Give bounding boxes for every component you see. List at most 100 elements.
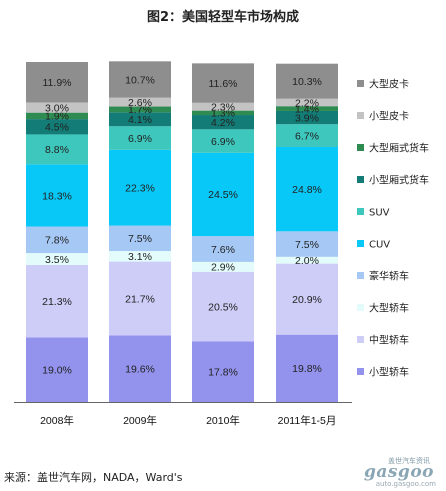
data-label: 4.2%: [211, 117, 235, 129]
data-label: 4.1%: [128, 114, 152, 126]
data-label: 11.9%: [43, 77, 72, 89]
legend-swatch: [357, 208, 364, 215]
data-label: 19.6%: [125, 363, 155, 375]
legend-label: 大型轿车: [369, 302, 409, 315]
data-label: 18.3%: [42, 190, 72, 202]
data-label: 2.0%: [295, 255, 319, 267]
data-label: 20.5%: [208, 301, 238, 313]
bar-segment: [276, 124, 338, 147]
bar-segment: [109, 149, 171, 226]
data-label: 3.5%: [45, 254, 69, 266]
data-label: 6.7%: [295, 130, 319, 142]
bar-segment: [192, 152, 254, 237]
data-label: 19.0%: [42, 365, 72, 377]
legend-label: 中型轿车: [369, 334, 409, 347]
bar-segment: [109, 225, 171, 252]
bar-segment: [109, 61, 171, 98]
data-label: 1.4%: [295, 103, 319, 115]
bar-segment: [192, 341, 254, 402]
bar-segment: [276, 147, 338, 232]
bar-segment: [192, 63, 254, 103]
watermark-cn-text: 盖世汽车资讯: [388, 457, 430, 465]
data-label: 6.9%: [211, 136, 235, 148]
bar-segment: [192, 115, 254, 130]
bar-segment: [192, 261, 254, 272]
legend-swatch: [357, 80, 364, 87]
bar-segment: [26, 226, 88, 254]
data-label: 3.9%: [295, 112, 319, 124]
data-label: 24.5%: [208, 189, 238, 201]
gasgoo-watermark: 盖世汽车资讯 gasgoo auto.gasgoo.com: [344, 456, 440, 488]
bar-segment: [26, 102, 88, 113]
bar-segment: [26, 337, 88, 402]
bar-segment: [192, 129, 254, 153]
bar-segment: [192, 271, 254, 342]
data-label: 17.8%: [208, 367, 238, 379]
data-label: 7.8%: [45, 235, 69, 247]
legend-swatch: [357, 240, 364, 247]
legend-label: 大型皮卡: [369, 78, 409, 91]
data-label: 10.3%: [292, 76, 322, 88]
data-label: 1.7%: [128, 104, 152, 116]
data-label: 2.2%: [295, 97, 319, 109]
data-label: 7.5%: [128, 233, 152, 245]
legend-swatch: [357, 368, 364, 375]
bar-segment: [26, 62, 88, 103]
legend-label: SUV: [369, 208, 390, 219]
bar-segment: [276, 106, 338, 111]
bar-segment: [109, 261, 171, 336]
data-label: 21.7%: [125, 293, 155, 305]
bar-segment: [26, 119, 88, 135]
data-label: 6.9%: [128, 133, 152, 145]
bar-segment: [26, 264, 88, 338]
legend-swatch: [357, 336, 364, 343]
bar-segment: [276, 231, 338, 257]
data-label: 19.8%: [292, 363, 322, 375]
legend-label: CUV: [369, 240, 390, 251]
data-label: 22.3%: [125, 182, 155, 194]
legend-label: 小型皮卡: [369, 110, 409, 123]
legend-label: 大型厢式货车: [369, 142, 429, 155]
data-label: 2.6%: [128, 97, 152, 109]
bar-segment: [276, 334, 338, 402]
bar-segment: [276, 63, 338, 99]
x-tick-label: 2009年: [123, 414, 157, 427]
data-label: 20.9%: [292, 294, 322, 306]
legend-swatch: [357, 176, 364, 183]
data-label: 4.5%: [45, 122, 69, 134]
x-tick-label: 2008年: [40, 414, 74, 427]
bar-segment: [109, 251, 171, 262]
data-label: 7.5%: [295, 239, 319, 251]
data-label: 24.8%: [292, 184, 322, 196]
legend-swatch: [357, 304, 364, 311]
data-label: 2.9%: [211, 262, 235, 274]
source-note: 来源：盖世汽车网，NADA，Ward's: [4, 471, 183, 484]
watermark-url: auto.gasgoo.com: [375, 480, 436, 488]
data-label: 10.7%: [125, 74, 155, 86]
legend-swatch: [357, 112, 364, 119]
chart-title: 图2：美国轻型车市场构成: [146, 10, 300, 25]
legend-swatch: [357, 144, 364, 151]
legend-swatch: [357, 272, 364, 279]
data-label: 3.1%: [128, 251, 152, 263]
data-label: 21.3%: [42, 296, 72, 308]
data-label: 1.9%: [45, 111, 69, 123]
bar-segment: [276, 256, 338, 264]
bar-segment: [109, 97, 171, 107]
watermark-logo: gasgoo: [363, 462, 434, 482]
bar-segment: [276, 110, 338, 125]
legend-label: 小型轿车: [369, 366, 409, 379]
bar-segment: [192, 102, 254, 111]
data-label: 1.3%: [211, 108, 235, 120]
bar-segment: [109, 112, 171, 127]
bar-segment: [109, 106, 171, 113]
data-label: 2.3%: [211, 102, 235, 114]
data-label: 8.8%: [45, 144, 69, 156]
data-label: 11.6%: [209, 78, 238, 90]
bar-segment: [109, 126, 171, 150]
legend-label: 豪华轿车: [369, 270, 409, 283]
x-tick-label: 2011年1-5月: [278, 414, 337, 427]
legend-label: 小型厢式货车: [369, 174, 429, 187]
x-tick-label: 2010年: [206, 414, 240, 427]
